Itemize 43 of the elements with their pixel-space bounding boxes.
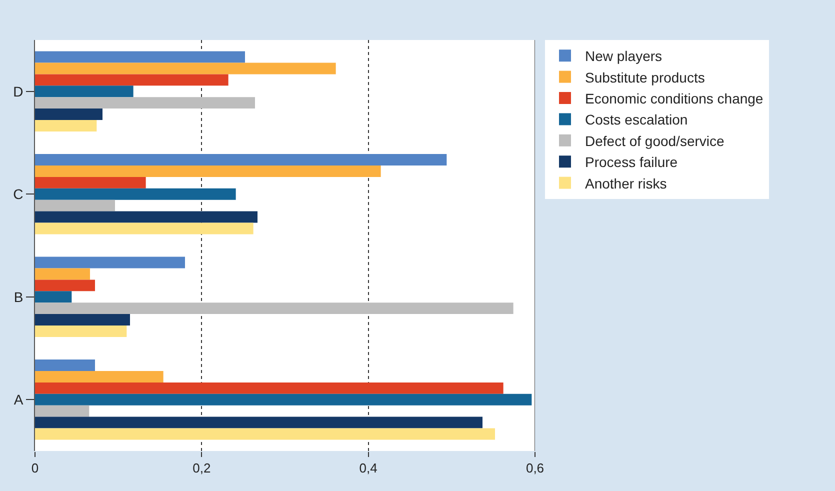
bar — [35, 200, 115, 212]
legend-label: Costs escalation — [585, 112, 688, 128]
bar — [35, 291, 72, 303]
bar — [35, 371, 164, 382]
bar — [35, 314, 130, 326]
bar — [35, 405, 90, 417]
bar — [35, 326, 127, 337]
y-tick-label: C — [13, 186, 24, 202]
x-tick-label: 0,2 — [192, 460, 211, 476]
bar — [35, 394, 532, 406]
legend-label: Economic conditions change — [585, 90, 764, 106]
bar — [35, 302, 514, 314]
legend-label: Another risks — [585, 175, 667, 192]
bar — [35, 108, 102, 120]
bar — [35, 120, 97, 132]
x-tick-label: 0,4 — [359, 460, 378, 476]
y-tick-label: D — [13, 83, 24, 100]
bar — [35, 176, 146, 188]
bar — [35, 268, 90, 280]
x-tick-label: 0,6 — [526, 460, 544, 476]
bar — [35, 97, 255, 109]
bar — [35, 211, 258, 223]
bar — [35, 280, 95, 292]
bar — [35, 51, 245, 63]
y-tick-label: B — [14, 288, 24, 305]
bar — [35, 86, 134, 98]
legend-label: Process failure — [585, 154, 678, 170]
bar — [35, 360, 95, 371]
bar — [35, 222, 254, 234]
bar — [35, 62, 336, 74]
legend-label: Defect of good/service — [585, 132, 725, 149]
legend-label: New players — [585, 48, 662, 64]
bar — [35, 416, 482, 428]
bar — [35, 154, 447, 166]
x-tick-label: 0 — [31, 460, 39, 476]
legend-label: Substitute products — [585, 69, 705, 86]
bar — [35, 74, 228, 86]
bar — [35, 188, 236, 200]
bar — [35, 382, 504, 394]
bar — [35, 166, 381, 177]
y-tick-label: A — [14, 392, 24, 408]
bar — [35, 256, 185, 268]
bar — [35, 428, 495, 440]
